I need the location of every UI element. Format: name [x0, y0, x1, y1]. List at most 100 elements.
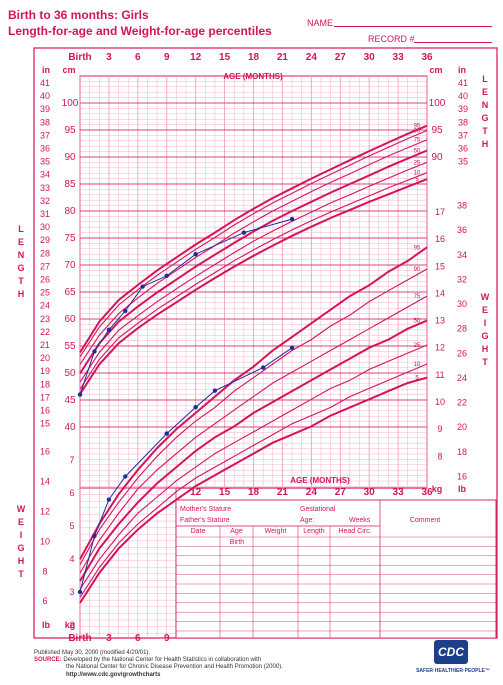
- length-pct-label: 5: [415, 177, 419, 183]
- top-tick-label: 33: [393, 52, 405, 63]
- length-pct-label: 25: [414, 160, 421, 166]
- length-pct-label: 10: [414, 171, 421, 177]
- length-percentile-95: [79, 124, 428, 354]
- weight-percentile-90: [79, 268, 428, 566]
- length-word-right: T: [482, 126, 488, 136]
- length-word-left: T: [18, 276, 24, 286]
- weight-pct-label: 25: [414, 343, 421, 349]
- top-axis-title: AGE (MONTHS): [223, 72, 283, 81]
- weight-percentile-10: [79, 363, 428, 598]
- top-tick-label: 9: [164, 52, 170, 63]
- length-word-right: N: [482, 100, 489, 110]
- table-column-header: Date: [191, 528, 206, 535]
- gestational-label: Gestational: [300, 506, 336, 513]
- source-url[interactable]: http://www.cdc.gov/growthcharts: [66, 672, 161, 678]
- length-cm-tick-left: 40: [64, 422, 76, 433]
- length-pct-label: 95: [414, 124, 421, 130]
- top-tick-label: 36: [421, 52, 433, 63]
- weight-percentile-25: [79, 344, 428, 590]
- bottom-tick-label: Birth: [68, 633, 91, 644]
- unit-lb-right: lb: [458, 484, 467, 494]
- unit-lb-left: lb: [42, 620, 51, 630]
- source-note2: the National Center for Chronic Disease …: [66, 664, 283, 670]
- data-table: [175, 499, 497, 639]
- weight-lb-tick-left: 8: [42, 566, 47, 576]
- weight-lb-tick-right: 30: [457, 299, 467, 309]
- patient-weight-point: [289, 345, 295, 350]
- patient-length-point: [289, 216, 295, 222]
- length-word-right: L: [482, 74, 488, 84]
- length-in-tick-left: 28: [40, 248, 50, 258]
- bottom-tick-label-right: 33: [393, 487, 405, 498]
- length-word-left: L: [18, 224, 24, 234]
- patient-length-point: [92, 349, 97, 354]
- top-tick-label: Birth: [68, 52, 91, 63]
- length-word-left: E: [18, 237, 24, 247]
- comment-header: Comment: [410, 517, 440, 524]
- length-pct-label: 50: [414, 149, 421, 155]
- length-in-tick-left: 17: [40, 392, 50, 402]
- published-note: Published May 30, 2000 (modified 4/20/01…: [34, 650, 151, 656]
- weight-pct-label: 95: [414, 245, 421, 251]
- patient-weight-point: [164, 431, 169, 436]
- top-tick-label: 12: [190, 52, 202, 63]
- weight-percentile-50: [79, 319, 428, 582]
- length-word-right: G: [481, 113, 488, 123]
- length-in-tick-left: 18: [40, 379, 50, 389]
- length-in-tick-right: 35: [458, 157, 468, 167]
- length-word-right: E: [482, 87, 488, 97]
- weight-pct-label: 10: [414, 362, 421, 368]
- bottom-tick-label-right: 30: [364, 487, 376, 498]
- top-tick-label: 15: [219, 52, 231, 63]
- length-cm-tick-left: 80: [64, 206, 76, 217]
- bottom-tick-label-right: 21: [277, 487, 289, 498]
- length-in-tick-left: 19: [40, 366, 50, 376]
- length-in-tick-left: 38: [40, 117, 50, 127]
- weight-lb-tick-left: 10: [40, 536, 50, 546]
- patient-length-point: [106, 327, 112, 332]
- length-percentile-25: [79, 161, 428, 383]
- unit-cm-left: cm: [62, 65, 75, 75]
- cdc-logo: CDC SAFER·HEALTHIER·PEOPLE™: [412, 640, 494, 680]
- length-percentile-5: [79, 178, 428, 395]
- weight-lb-tick-right: 26: [457, 348, 467, 358]
- length-in-tick-left: 41: [40, 78, 50, 88]
- weight-word-right: H: [482, 344, 489, 354]
- bottom-tick-label-right: 36: [421, 487, 433, 498]
- record-field[interactable]: [414, 42, 492, 43]
- patient-length-point: [77, 392, 83, 397]
- length-cm-tick-left: 60: [64, 314, 76, 325]
- patient-weight-point: [212, 388, 218, 393]
- cdc-tagline: SAFER·HEALTHIER·PEOPLE™: [416, 668, 490, 674]
- weight-lb-tick-left: 12: [40, 506, 50, 516]
- weight-kg-tick-right: 8: [437, 451, 442, 461]
- cdc-logo-mark: CDC: [434, 640, 468, 664]
- weight-percentile-5: [79, 376, 428, 604]
- weight-word-left: I: [20, 530, 23, 540]
- length-word-left: G: [17, 263, 24, 273]
- patient-length-point: [123, 308, 128, 314]
- length-in-tick-left: 30: [40, 222, 50, 232]
- weight-lb-tick-right: 32: [457, 274, 467, 284]
- length-percentile-10: [79, 172, 428, 390]
- length-cm-tick-left: 75: [64, 233, 76, 244]
- patient-weight-point: [106, 497, 112, 502]
- weight-word-left: G: [17, 543, 24, 553]
- fathers-stature: Father's Stature: [180, 517, 230, 524]
- patient-length-point: [164, 273, 169, 278]
- name-label: NAME: [307, 18, 334, 28]
- top-tick-label: 27: [335, 52, 347, 63]
- length-cm-tick-left: 95: [64, 125, 76, 136]
- name-field[interactable]: [334, 26, 492, 27]
- mothers-stature: Mother's Stature: [180, 506, 231, 513]
- bottom-tick-label: 3: [106, 633, 112, 644]
- weight-kg-tick-right: 16: [435, 234, 445, 244]
- bottom-axis-title: AGE (MONTHS): [290, 476, 350, 485]
- length-in-tick-right: 40: [458, 91, 468, 101]
- length-in-tick-left: 26: [40, 275, 50, 285]
- unit-in-left: in: [42, 65, 50, 75]
- weight-kg-tick-left: 6: [69, 488, 74, 498]
- unit-cm-right: cm: [429, 65, 442, 75]
- weight-pct-label: 90: [414, 267, 421, 273]
